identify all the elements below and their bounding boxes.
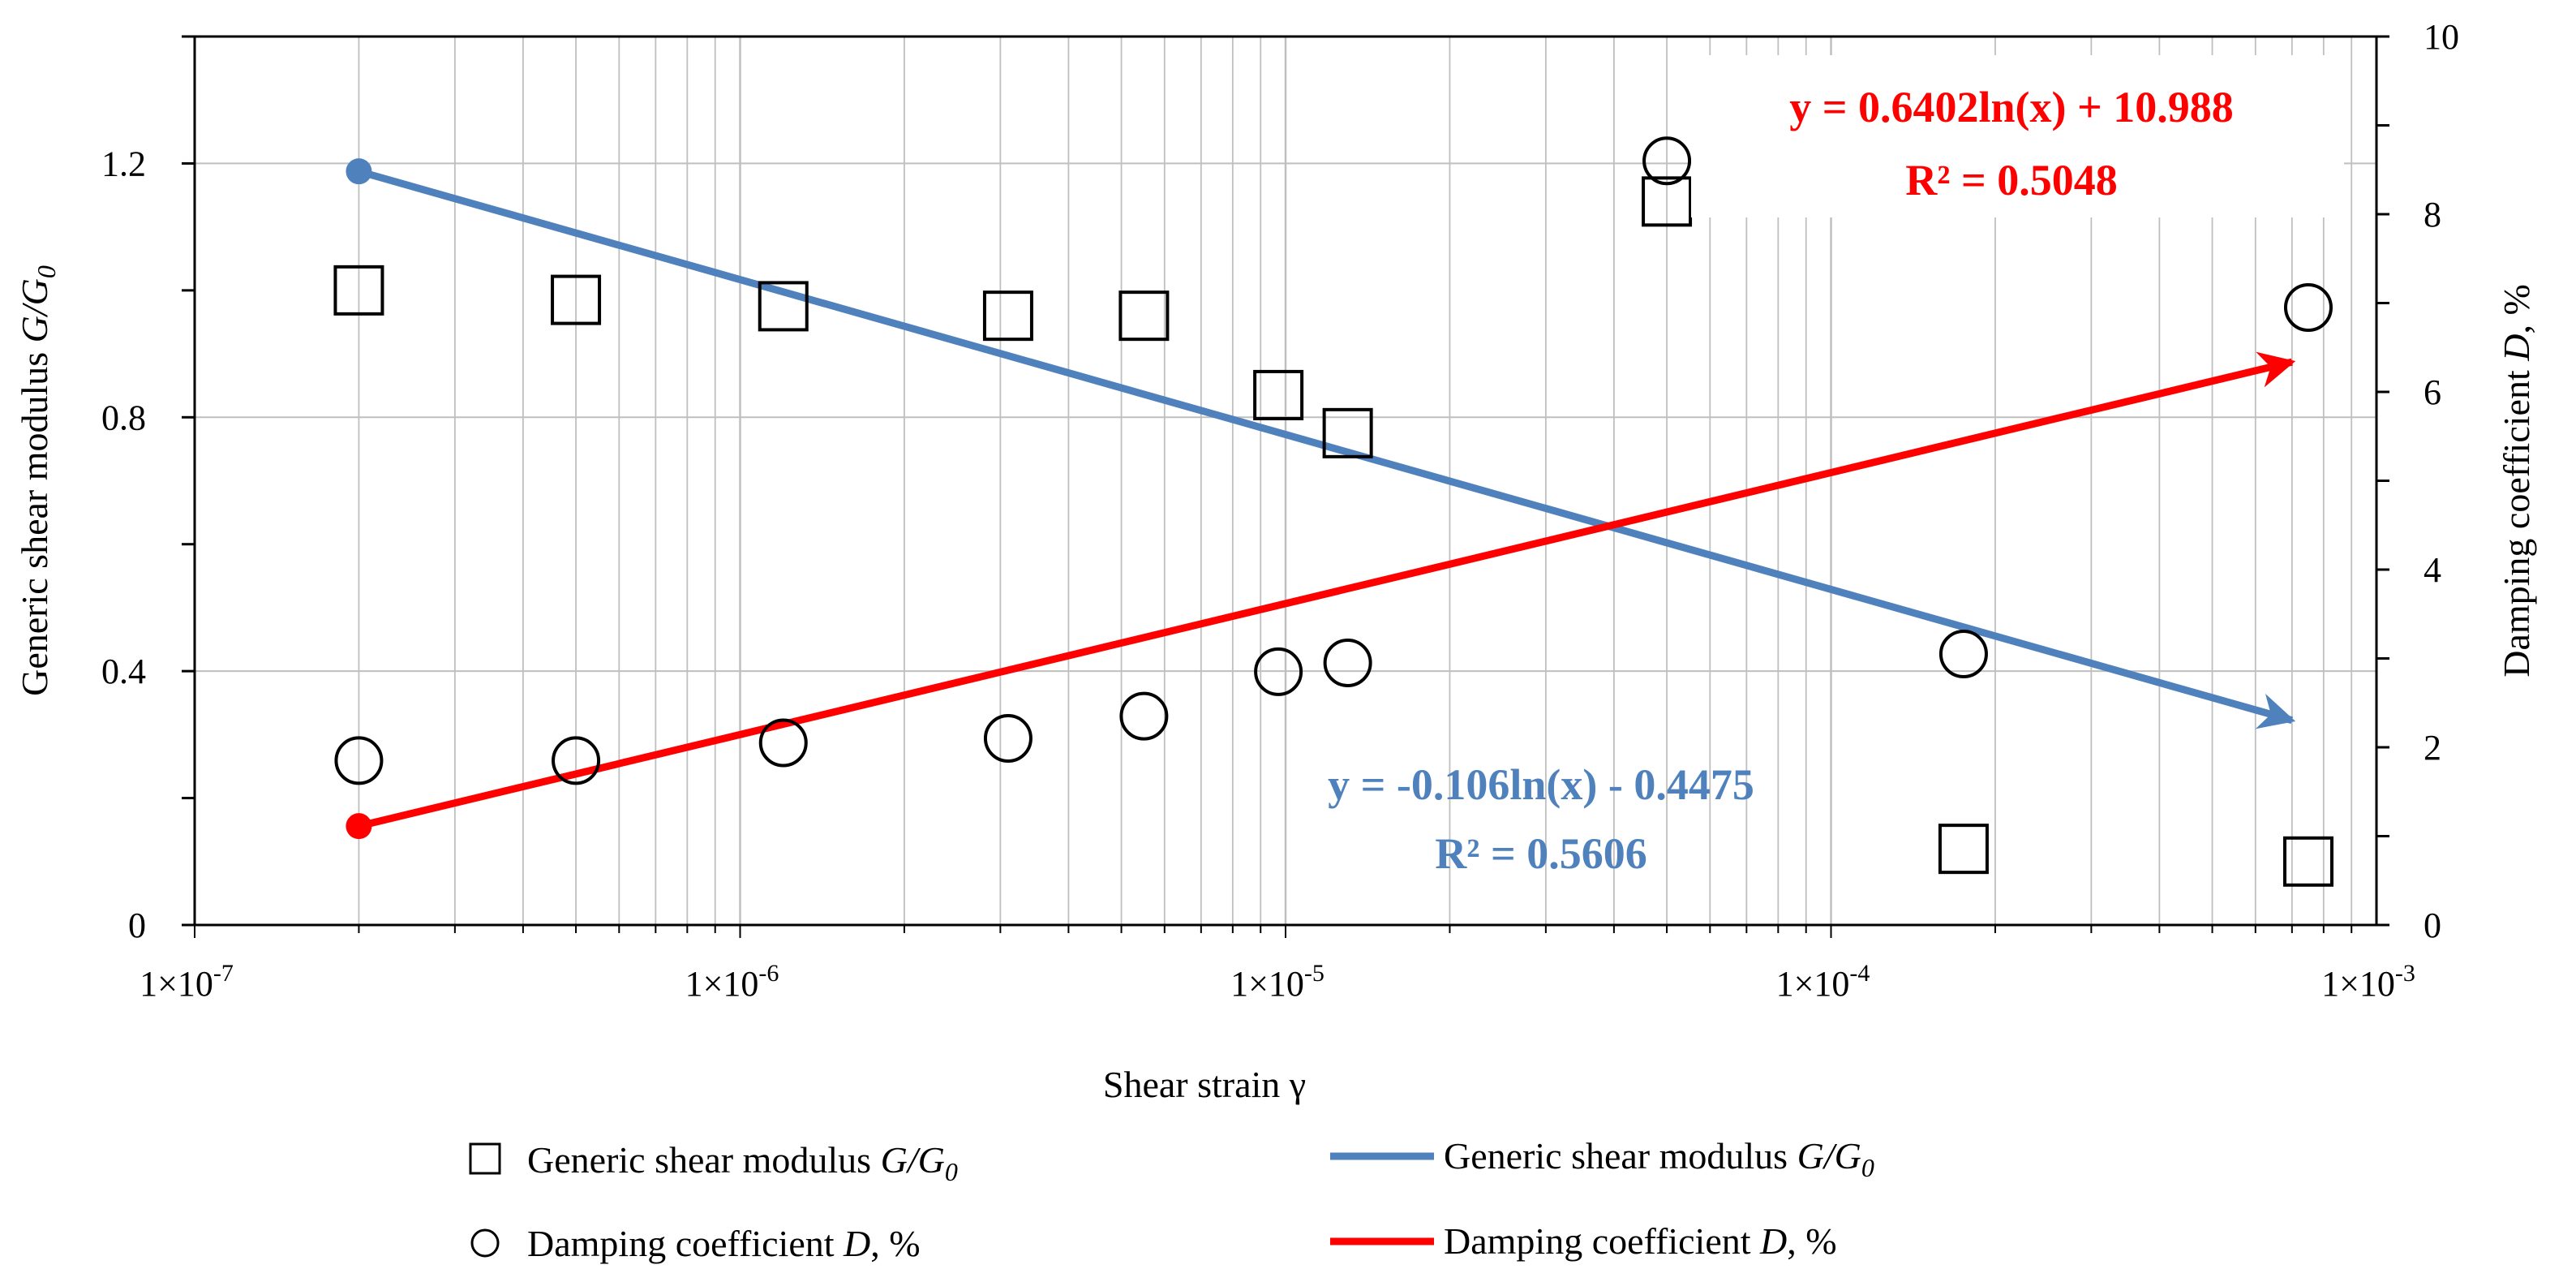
r2-shear-modulus: R² = 0.5606 [1435,829,1646,878]
y-left-tick-label: 1.2 [101,144,146,183]
y-right-tick-label: 10 [2424,17,2459,57]
annotations: y = 0.6402ln(x) + 10.988 R² = 0.5048 y = -… [1328,55,2344,878]
r2-damping: R² = 0.5048 [1905,156,2117,204]
y-left-tick-label: 0 [128,906,146,945]
legend: Generic shear modulus G/G0 Generic shear … [469,1135,1874,1264]
x-tick-label: 1×10-7 [140,960,234,1004]
legend-label: Generic shear modulus G/G0 [527,1139,958,1186]
data-point-damping [1323,638,1372,687]
data-point-damping [758,718,808,768]
y-left-tick-label: 0.8 [101,398,146,437]
x-tick-label: 1×10-4 [1776,960,1870,1004]
equation-box-damping [1691,55,2344,217]
y-right-tick-label: 8 [2424,195,2441,234]
data-point-shear-modulus [551,274,602,325]
legend-symbol-square [469,1142,501,1175]
y-right-tick-label: 2 [2424,728,2441,768]
x-tick-label: 1×10-3 [2321,960,2415,1004]
data-point-shear-modulus [1253,369,1304,420]
data-point-shear-modulus [1322,407,1373,458]
x-tick-label: 1×10-5 [1230,960,1324,1004]
y-right-tick-label: 4 [2424,550,2441,590]
x-tick-label: 1×10-6 [685,960,779,1004]
y-right-tick-label: 0 [2424,906,2441,945]
data-point-shear-modulus [333,265,384,316]
data-point-damping [2283,282,2333,332]
y-left-axis-title: Generic shear modulus G/G0 [14,265,61,696]
trendlines [346,158,2296,840]
data-point-shear-modulus [2282,836,2333,887]
equation-shear-modulus: y = -0.106ln(x) - 0.4475 [1328,760,1754,809]
trendline-damping [358,351,2296,830]
data-point-damping [1938,630,1988,679]
data-point-damping [1119,691,1169,741]
data-point-shear-modulus [1118,290,1170,342]
equation-damping: y = 0.6402ln(x) + 10.988 [1789,83,2234,131]
legend-label: Damping coefficient D, % [527,1223,921,1264]
legend-symbol-circle [470,1228,500,1258]
legend-label: Damping coefficient D, % [1444,1220,1837,1262]
y-right-axis-title: Damping coefficient D, % [2496,284,2537,678]
y-right-tick-label: 6 [2424,372,2441,412]
data-point-shear-modulus [1938,824,1989,875]
data-point-shear-modulus [982,290,1033,342]
data-point-shear-modulus [758,281,809,332]
data-point-damping [1254,647,1303,696]
x-axis-title: Shear strain γ [1103,1064,1306,1105]
data-point-damping [334,736,384,785]
y-left-tick-label: 0.4 [101,652,146,691]
data-markers [333,136,2333,887]
trendline-shear-modulus-start-dot [346,158,372,185]
legend-label: Generic shear modulus G/G0 [1444,1135,1874,1182]
data-point-damping [1642,136,1692,186]
data-point-damping [552,736,601,785]
trendline-damping-start-dot [346,813,372,840]
axes: 0 0.4 0.8 1.2 0 2 4 6 8 10 1×10-7 1×10-6 1×10-5 1×10-… [14,17,2537,1105]
data-point-shear-modulus [1642,176,1693,227]
data-point-damping [983,714,1033,764]
